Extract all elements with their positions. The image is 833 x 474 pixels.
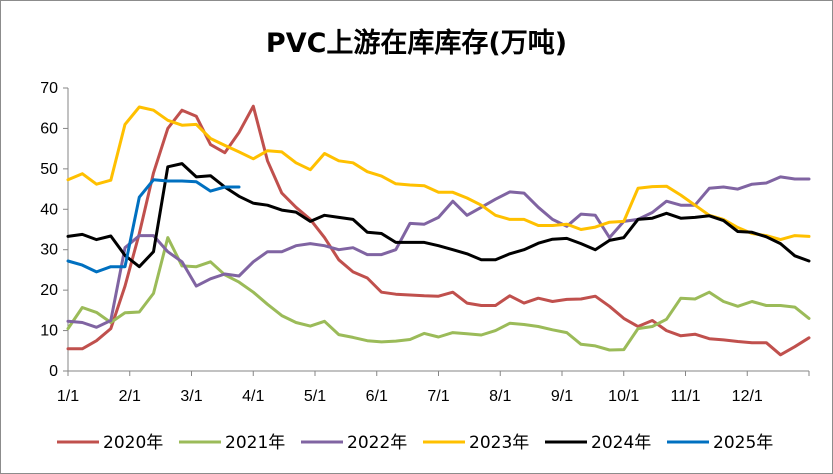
x-tick-label: 1/1 — [57, 388, 79, 405]
x-tick-label: 5/1 — [304, 388, 326, 405]
x-tick-label: 9/1 — [551, 388, 573, 405]
y-tick-label: 40 — [40, 201, 58, 218]
y-tick-label: 50 — [40, 161, 58, 178]
x-tick-label: 3/1 — [180, 388, 202, 405]
y-tick-label: 30 — [40, 242, 58, 259]
x-tick-label: 2/1 — [119, 388, 141, 405]
chart-title: PVC上游在库库存(万吨) — [265, 28, 568, 59]
legend-label-1: 2020年 — [103, 433, 163, 453]
x-tick-label: 6/1 — [366, 388, 388, 405]
series-line-1 — [66, 104, 811, 357]
x-tick-label: 11/1 — [671, 388, 701, 405]
y-tick-label: 60 — [40, 120, 58, 137]
x-tick-label: 7/1 — [427, 388, 449, 405]
y-tick-label: 70 — [40, 80, 58, 97]
series-line-2 — [66, 236, 811, 352]
legend-label-5: 2024年 — [591, 433, 651, 453]
series-line-3 — [66, 175, 811, 329]
legend: 2020年 2021年 2022年 2023年 2024年 2025年 — [57, 433, 773, 453]
x-tick-label: 12/1 — [732, 388, 763, 405]
series-line-5 — [66, 162, 811, 269]
y-tick-label: 20 — [40, 282, 58, 299]
x-tick-label: 8/1 — [489, 388, 511, 405]
legend-label-2: 2021年 — [225, 433, 285, 453]
x-tick-label: 4/1 — [242, 388, 264, 405]
y-tick-label: 0 — [49, 363, 58, 380]
series-lines — [66, 104, 811, 357]
x-tick-label: 10/1 — [608, 388, 639, 405]
series-line-4 — [66, 105, 811, 242]
legend-label-3: 2022年 — [347, 433, 407, 453]
series-line-6 — [66, 178, 241, 274]
legend-label-6: 2025年 — [713, 433, 773, 453]
axes: 0 10 20 30 40 50 60 70 1/1 2/1 3/1 4/1 5/1 6/1 7/1 8/1 9… — [40, 80, 810, 405]
legend-label-4: 2023年 — [469, 433, 529, 453]
y-tick-label: 10 — [40, 323, 58, 340]
